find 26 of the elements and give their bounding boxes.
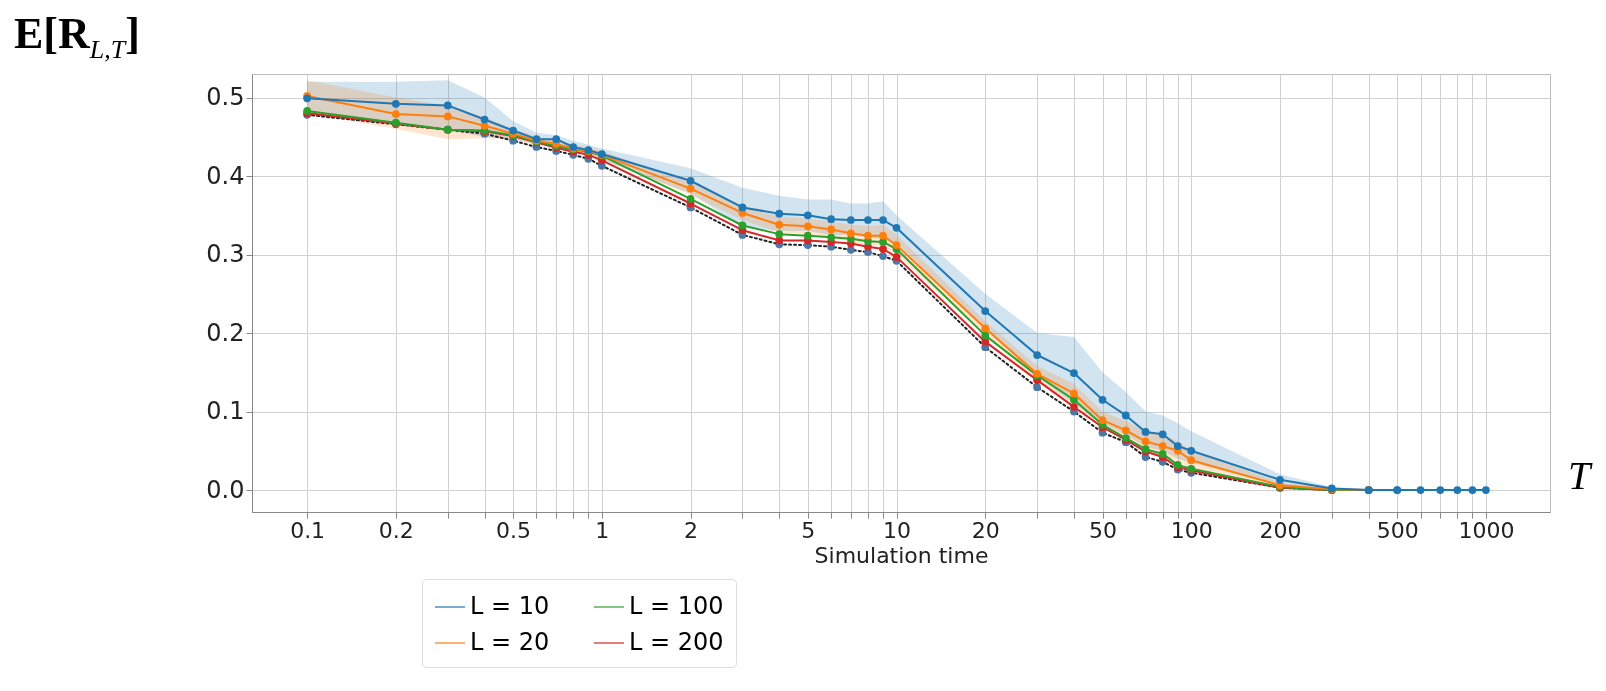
- y-tick-label: 0.3: [206, 240, 245, 269]
- legend-label: L = 200: [629, 628, 724, 656]
- x-tick-label: 2: [684, 517, 699, 543]
- text: T: [1568, 452, 1591, 499]
- y-tick-label: 0.2: [206, 318, 245, 347]
- y-tick-label: 0.1: [206, 397, 245, 426]
- x-axis-title: Simulation time: [814, 542, 989, 568]
- x-tick-label: 1: [595, 517, 610, 543]
- legend-label: L = 10: [470, 592, 550, 620]
- x-tick-label: 500: [1376, 517, 1419, 543]
- x-tick-label: 10: [883, 517, 912, 543]
- x-tick-label: 5: [801, 517, 816, 543]
- x-tick-label: 0.5: [496, 517, 532, 543]
- y-tick-label: 0.0: [206, 475, 245, 504]
- x-tick-label: 0.2: [378, 517, 414, 543]
- x-tick-label: 1000: [1458, 517, 1515, 543]
- x-tick-label: 20: [971, 517, 1000, 543]
- y-axis-title: E[R$_{L,T}$]: [14, 8, 140, 65]
- y-tick-label: 0.4: [206, 161, 245, 190]
- x-tick-label: 50: [1089, 517, 1117, 543]
- y-tick-label: 0.5: [206, 83, 245, 112]
- x-tick-label: 0.1: [290, 517, 326, 543]
- legend-label: L = 100: [629, 592, 724, 620]
- legend-label: L = 20: [470, 628, 550, 656]
- x-tick-label: 100: [1170, 517, 1213, 543]
- x-tick-label: 200: [1259, 517, 1302, 543]
